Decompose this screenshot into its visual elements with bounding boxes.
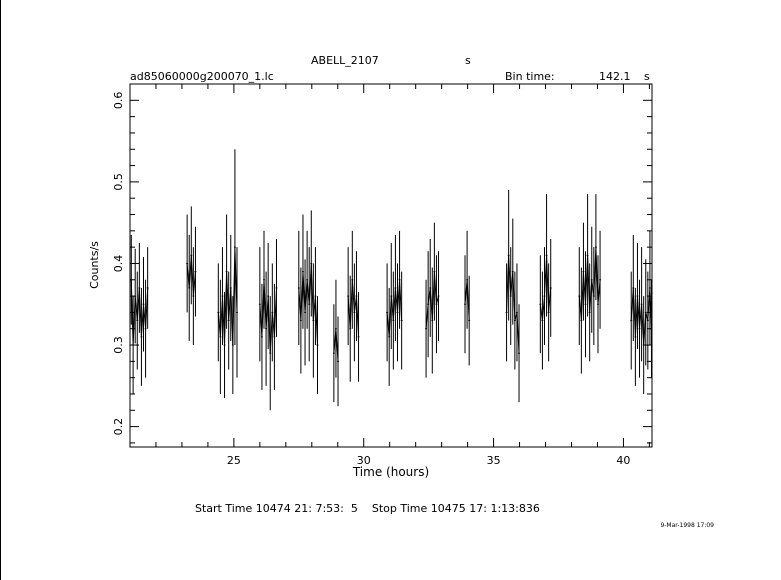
object-name: ABELL_2107 — [311, 54, 379, 67]
series-line — [259, 279, 277, 354]
series-line — [347, 279, 359, 337]
object-unit: s — [465, 54, 471, 67]
file-name: ad85060000g200070_1.lc — [130, 70, 274, 83]
plot-timestamp: 9-Mar-1998 17:09 — [660, 522, 714, 529]
series-line — [386, 279, 403, 337]
series-line — [425, 271, 439, 329]
series-line — [298, 263, 318, 346]
y-tick-label: 0.2 — [112, 418, 125, 436]
x-tick-label: 25 — [227, 454, 241, 467]
plot-frame — [129, 83, 653, 448]
series-line — [464, 279, 470, 321]
x-axis-label: Time (hours) — [352, 465, 429, 479]
series-line — [578, 247, 601, 321]
x-tick-label: 40 — [616, 454, 630, 467]
series-line — [217, 247, 238, 346]
x-tick-label: 35 — [487, 454, 501, 467]
series-line — [333, 328, 339, 362]
y-tick-label: 0.4 — [112, 255, 125, 273]
axis-tick-labels: 25 30 35 40 0.2 0.3 0.4 0.5 0.6 — [112, 92, 630, 467]
y-tick-label: 0.5 — [112, 173, 125, 191]
y-tick-label: 0.3 — [112, 336, 125, 354]
series-line — [630, 287, 652, 346]
series-line — [539, 255, 552, 321]
y-axis-label: Counts/s — [88, 241, 101, 289]
bin-time-value: 142.1 — [599, 70, 631, 83]
series-line — [130, 279, 149, 346]
time-range: Start Time 10474 21: 7:53: 5 Stop Time 1… — [195, 502, 540, 515]
x-tick-label: 30 — [357, 454, 371, 467]
left-border-rule — [0, 0, 1, 580]
data-marks — [130, 149, 653, 411]
y-tick-label: 0.6 — [112, 92, 125, 110]
series-line — [186, 255, 196, 297]
bin-time-label: Bin time: — [505, 70, 555, 83]
bin-time-unit: s — [644, 70, 650, 83]
series-line — [506, 255, 520, 354]
